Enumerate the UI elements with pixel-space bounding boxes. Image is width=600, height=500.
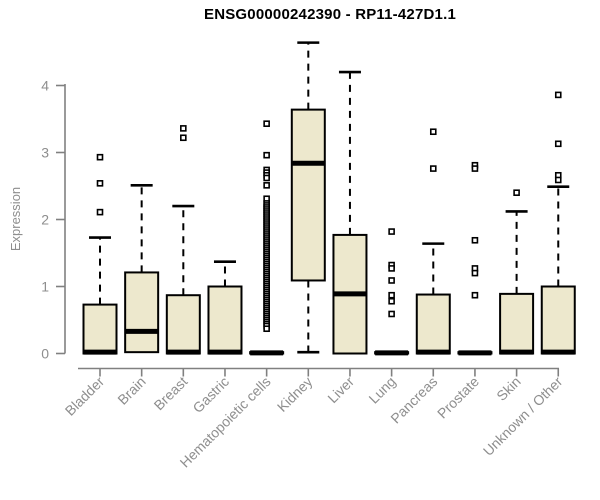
iqr-box: [499, 292, 535, 355]
boxplot-breast: [165, 125, 201, 355]
x-axis-category-label: Kidney: [274, 373, 316, 415]
outlier-point: [263, 174, 270, 182]
outlier-point: [471, 236, 479, 244]
outlier-point: [388, 310, 395, 318]
iqr-box: [290, 108, 326, 282]
y-axis-tick-label: 1: [41, 279, 49, 295]
outlier-point: [388, 291, 395, 299]
x-axis-category-label: Skin: [493, 373, 524, 404]
outlier-point: [263, 120, 270, 127]
boxplot-kidney: [290, 41, 326, 354]
chart-title: ENSG00000242390 - RP11-427D1.1: [203, 6, 456, 23]
outlier-point: [471, 165, 479, 172]
y-axis-tick-label: 3: [41, 145, 49, 161]
outlier-point: [471, 291, 479, 299]
outlier-point: [263, 151, 270, 159]
y-axis-tick-label: 2: [41, 212, 49, 228]
x-axis-category-label: Prostate: [434, 373, 482, 421]
outlier-point: [180, 125, 187, 132]
y-axis-tick-label: 0: [41, 346, 49, 362]
x-axis-category-label: Bladder: [62, 373, 108, 419]
x-axis-category-label: Lung: [365, 373, 398, 406]
boxplot-skin: [499, 189, 535, 355]
outlier-point: [554, 176, 562, 184]
boxplot-bladder: [82, 153, 118, 355]
outlier-point: [96, 153, 104, 161]
outlier-point: [471, 269, 479, 277]
outlier-point: [96, 180, 104, 187]
outlier-point: [429, 165, 437, 172]
outlier-point: [263, 325, 270, 333]
iqr-box: [82, 303, 118, 355]
outlier-point: [388, 277, 395, 284]
iqr-box: [124, 271, 160, 354]
boxplot-prostate: [457, 161, 493, 356]
y-axis-tick-label: 4: [41, 78, 49, 94]
iqr-box: [540, 285, 576, 355]
outlier-point: [513, 189, 520, 196]
outlier-point: [388, 297, 395, 305]
boxplot-lung: [374, 228, 410, 356]
boxplot-brain: [124, 184, 160, 354]
boxplot-hematopoietic-cells: [249, 120, 285, 356]
outlier-point: [554, 91, 562, 99]
outlier-point: [388, 265, 395, 272]
outlier-point: [429, 128, 437, 136]
iqr-box: [165, 294, 201, 355]
outlier-point: [554, 140, 562, 148]
boxplot-liver: [332, 70, 368, 355]
boxplot-gastric: [207, 260, 243, 355]
outlier-point: [96, 208, 104, 216]
y-axis: 0 1 2 3 4: [41, 78, 66, 362]
iqr-box: [415, 293, 451, 355]
outlier-point: [388, 228, 395, 235]
x-axis-category-label: Liver: [324, 373, 357, 406]
boxplot-pancreas: [415, 128, 451, 355]
x-axis-category-label: Unknown / Other: [480, 373, 566, 459]
outlier-point: [180, 134, 187, 142]
iqr-box: [207, 285, 243, 355]
x-axis-category-label: Brain: [114, 373, 148, 407]
outlier-point: [263, 182, 270, 189]
x-axis-category-label: Breast: [151, 373, 191, 413]
boxplot-unknown-other: [540, 91, 576, 355]
